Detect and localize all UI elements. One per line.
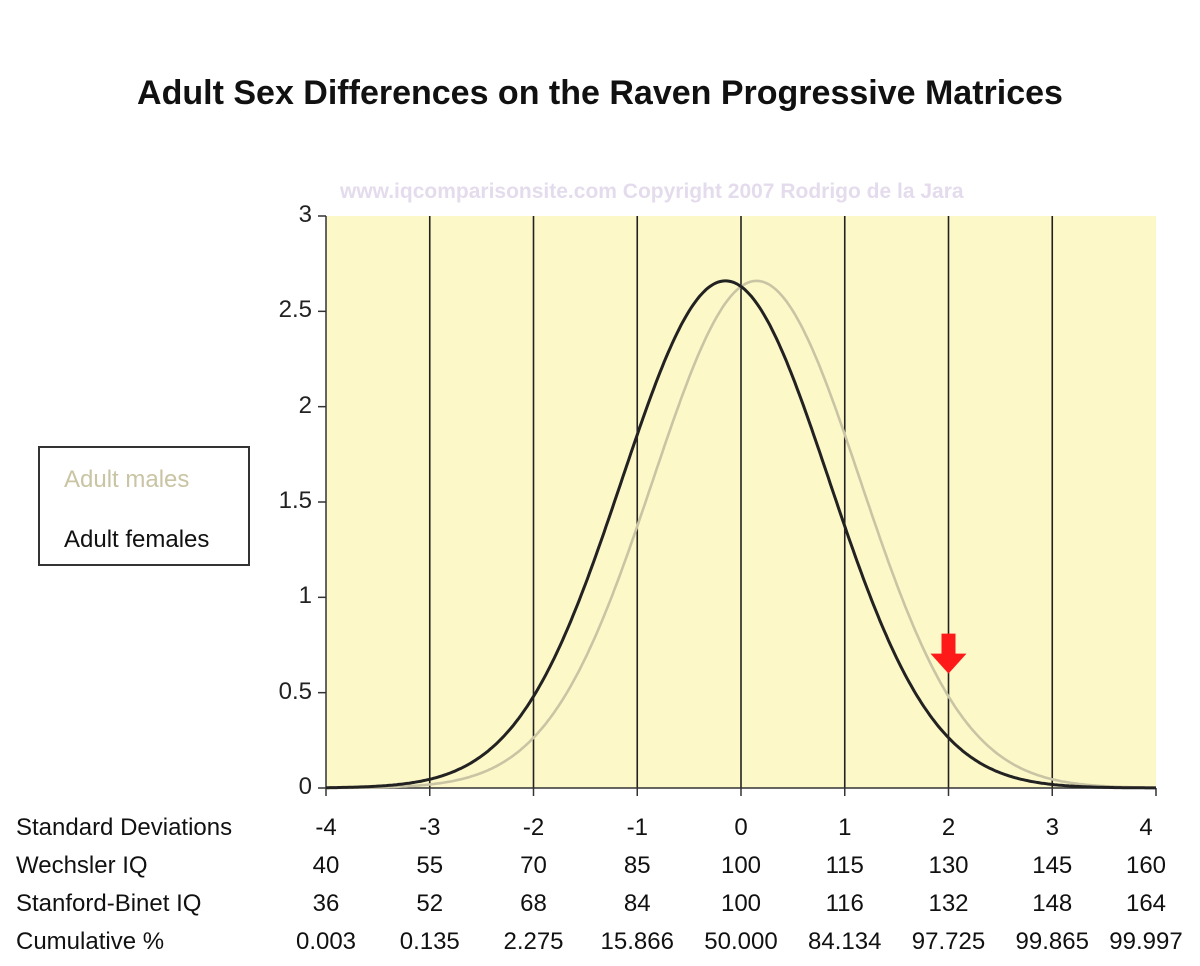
table-cell: 100 [720, 852, 762, 879]
series-line-adult-females [326, 279, 1156, 790]
table-cell: 164 [1125, 890, 1167, 917]
table-cell: 36 [312, 890, 340, 917]
table-cell: 50.000 [704, 928, 778, 955]
table-cell: 100 [720, 890, 762, 917]
table-cell: 85 [623, 852, 651, 879]
y-tick-label: 0.5 [278, 677, 312, 705]
table-cell: 132 [928, 890, 969, 917]
chart-title: Adult Sex Differences on the Raven Progr… [137, 74, 1063, 112]
table-cell: -1 [626, 814, 648, 841]
table-cell: 84 [623, 890, 651, 917]
table-cell: 0.135 [399, 928, 460, 955]
table-cell: 97.725 [911, 928, 986, 955]
table-cell: 40 [312, 852, 340, 879]
table-cell: 1 [838, 814, 852, 841]
table-row-label: Wechsler IQ [16, 852, 148, 879]
table-cell: 0 [734, 814, 748, 841]
table-cell: 4 [1139, 814, 1153, 841]
legend-entry-adult-females: Adult females [64, 526, 210, 553]
table-row-label: Cumulative % [16, 928, 165, 955]
legend-entry-adult-males: Adult males [64, 466, 190, 493]
table-cell: -3 [419, 814, 441, 841]
table-cell: 15.866 [600, 928, 674, 955]
table-row-label: Stanford-Binet IQ [16, 890, 202, 917]
table-cell: 68 [520, 890, 547, 917]
table-cell: -4 [315, 814, 337, 841]
table-cell: 55 [416, 852, 444, 879]
table-cell: -2 [522, 814, 545, 841]
watermark-text: www.iqcomparisonsite.com Copyright 2007 … [340, 180, 964, 203]
table-cell: 99.997 [1109, 928, 1183, 955]
table-cell: 145 [1032, 852, 1073, 879]
table-cell: 130 [928, 852, 969, 879]
y-tick-label: 2.5 [278, 296, 312, 324]
y-tick-label: 1 [298, 582, 312, 610]
table-cell: 2.275 [503, 928, 564, 955]
y-tick-label: 2 [298, 391, 312, 419]
table-cell: 99.865 [1015, 928, 1089, 955]
table-cell: 116 [825, 890, 864, 917]
table-cell: 3 [1045, 814, 1059, 841]
legend: Adult males Adult females [38, 446, 250, 566]
table-cell: 70 [520, 852, 547, 879]
table-cell: 84.134 [808, 928, 882, 955]
table-cell: 52 [416, 890, 444, 917]
red-down-arrow-annotation [930, 633, 967, 674]
table-row-label: Standard Deviations [16, 814, 233, 841]
y-tick-label: 1.5 [278, 487, 312, 514]
y-tick-label: 0 [298, 773, 312, 800]
table-cell: 148 [1032, 890, 1073, 917]
y-tick-label: 3 [298, 201, 312, 228]
table-cell: 160 [1125, 852, 1167, 879]
table-cell: 0.003 [295, 928, 357, 955]
table-cell: 2 [941, 814, 956, 841]
table-cell: 115 [825, 852, 864, 879]
